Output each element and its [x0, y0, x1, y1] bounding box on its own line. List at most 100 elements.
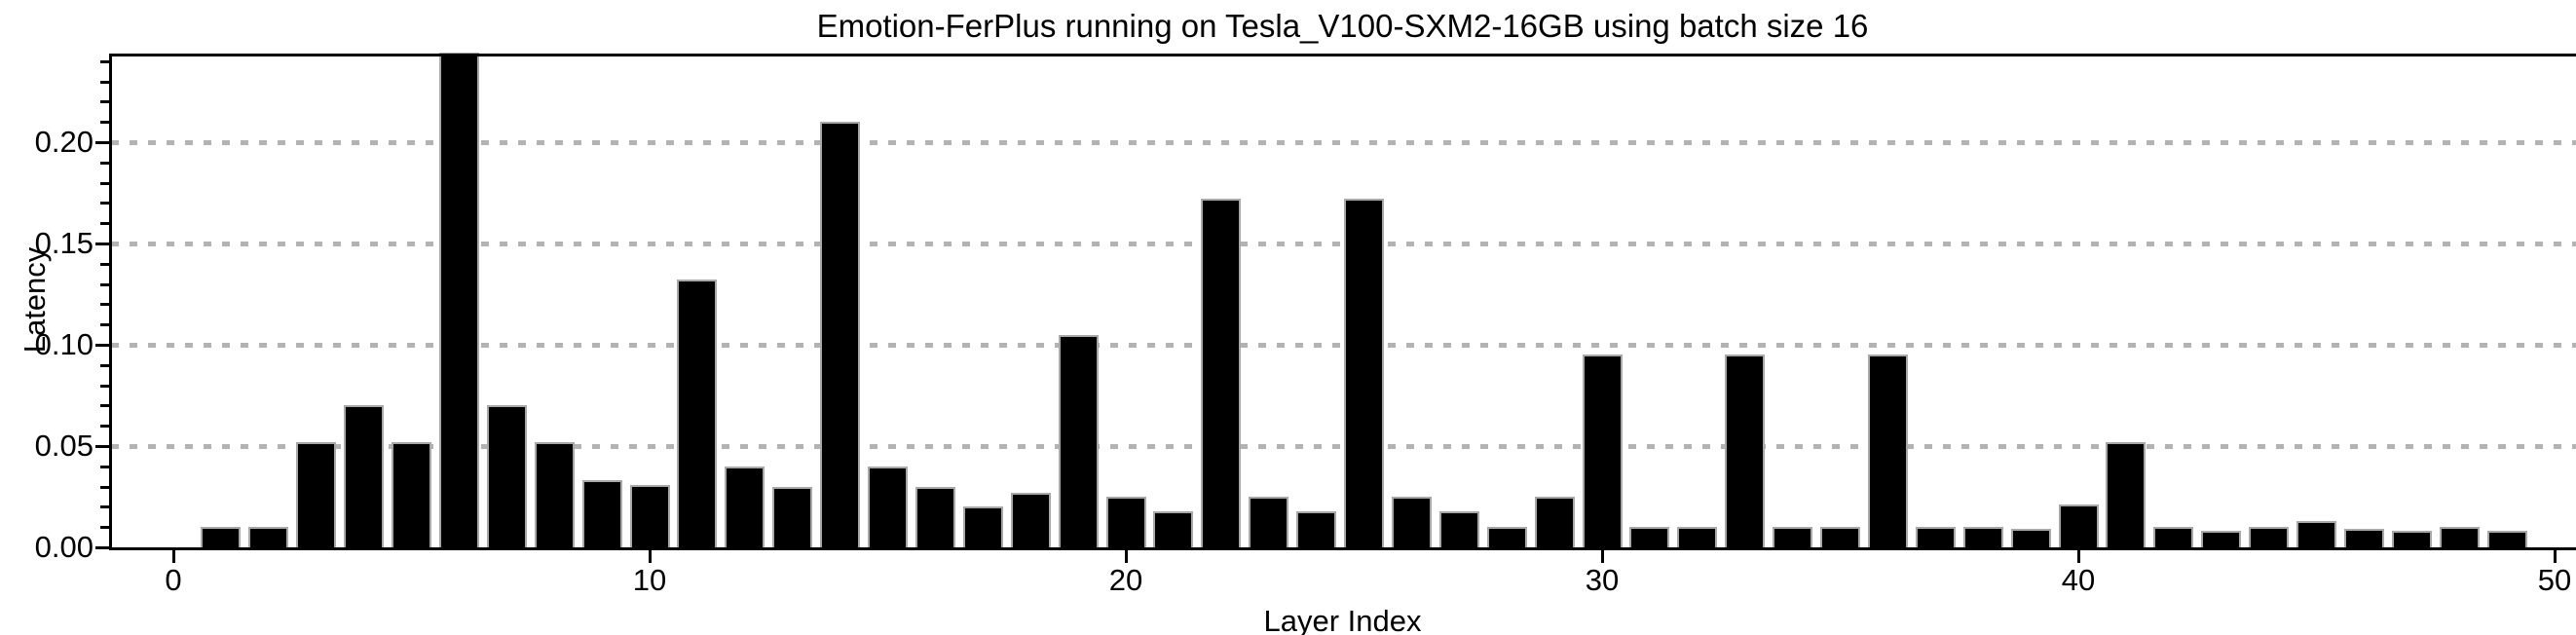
- bar: [820, 122, 860, 547]
- bar: [2059, 504, 2099, 547]
- y-minor-tick: [100, 465, 109, 468]
- y-minor-tick: [100, 262, 109, 266]
- bottom-spine: [109, 547, 2576, 550]
- x-tick-label: 40: [2061, 563, 2096, 597]
- bar: [1201, 199, 1241, 547]
- x-tick-label: 10: [632, 563, 667, 597]
- bar: [2296, 521, 2336, 547]
- top-spine: [109, 54, 2576, 56]
- bar: [487, 405, 527, 547]
- x-major-tick: [2077, 550, 2080, 563]
- bar: [2392, 531, 2432, 547]
- bar: [1439, 511, 1479, 547]
- y-minor-tick: [100, 222, 109, 226]
- y-tick-label: 0.20: [34, 125, 93, 159]
- bar: [344, 405, 384, 547]
- bar: [392, 442, 431, 547]
- bar: [1344, 199, 1384, 547]
- x-major-tick: [2554, 550, 2557, 563]
- y-minor-tick: [100, 121, 109, 125]
- y-major-tick: [95, 445, 109, 448]
- y-gridline: [111, 242, 2576, 246]
- x-tick-label: 30: [1585, 563, 1620, 597]
- bar: [677, 280, 717, 547]
- y-minor-tick: [100, 526, 109, 530]
- bar: [1963, 527, 2003, 547]
- bar: [725, 467, 765, 547]
- bar: [2011, 529, 2051, 547]
- x-major-tick: [1601, 550, 1604, 563]
- bar: [2106, 442, 2146, 547]
- y-minor-tick: [100, 404, 109, 408]
- bar: [439, 53, 479, 547]
- bar: [1820, 527, 1860, 547]
- bar: [1153, 511, 1193, 547]
- bar: [1583, 355, 1623, 547]
- bar: [1392, 497, 1432, 547]
- y-minor-tick: [100, 425, 109, 429]
- bar: [1629, 527, 1669, 547]
- y-tick-label: 0.00: [34, 530, 93, 564]
- x-tick-label: 50: [2537, 563, 2572, 597]
- x-tick-label: 0: [165, 563, 182, 597]
- bar: [630, 485, 670, 547]
- bar: [1725, 355, 1765, 547]
- bar: [2344, 529, 2384, 547]
- bar: [1916, 527, 1956, 547]
- y-minor-tick: [100, 100, 109, 104]
- bar: [1773, 527, 1812, 547]
- y-minor-tick: [100, 80, 109, 84]
- bar: [2440, 527, 2480, 547]
- bar: [2487, 531, 2527, 547]
- y-major-tick: [95, 243, 109, 245]
- bar: [2153, 527, 2193, 547]
- bar: [248, 527, 288, 547]
- bar: [1059, 335, 1099, 547]
- x-major-tick: [1125, 550, 1128, 563]
- bar: [963, 506, 1003, 547]
- chart-title: Emotion-FerPlus running on Tesla_V100-SX…: [816, 8, 1869, 44]
- bar: [201, 527, 241, 547]
- bar: [582, 480, 622, 547]
- bar: [868, 467, 908, 547]
- y-minor-tick: [100, 161, 109, 165]
- y-minor-tick: [100, 202, 109, 205]
- bar: [1677, 527, 1717, 547]
- y-minor-tick: [100, 282, 109, 286]
- y-tick-label: 0.05: [34, 429, 93, 463]
- y-tick-label: 0.15: [34, 226, 93, 260]
- bar: [1011, 493, 1051, 547]
- x-axis-label: Layer Index: [1263, 604, 1422, 635]
- left-spine: [109, 54, 112, 550]
- bar: [1249, 497, 1288, 547]
- y-minor-tick: [100, 181, 109, 185]
- bar: [296, 442, 336, 547]
- x-major-tick: [172, 550, 175, 563]
- bar: [535, 442, 575, 547]
- y-minor-tick: [100, 384, 109, 388]
- y-minor-tick: [100, 59, 109, 63]
- bar: [1296, 511, 1336, 547]
- y-gridline: [111, 343, 2576, 348]
- y-major-tick: [95, 546, 109, 549]
- y-minor-tick: [100, 485, 109, 489]
- x-major-tick: [649, 550, 652, 563]
- y-major-tick: [95, 141, 109, 144]
- bar: [915, 487, 955, 547]
- y-gridline: [111, 444, 2576, 449]
- bar: [772, 487, 812, 547]
- y-minor-tick: [100, 363, 109, 367]
- y-minor-tick: [100, 323, 109, 327]
- bar: [1535, 497, 1575, 547]
- bar: [1487, 527, 1527, 547]
- bar: [2201, 531, 2241, 547]
- y-major-tick: [95, 344, 109, 347]
- bar: [1868, 355, 1908, 547]
- x-tick-label: 20: [1108, 563, 1143, 597]
- y-gridline: [111, 140, 2576, 145]
- y-tick-label: 0.10: [34, 327, 93, 361]
- bar: [1106, 497, 1146, 547]
- bar: [2249, 527, 2289, 547]
- y-minor-tick: [100, 505, 109, 509]
